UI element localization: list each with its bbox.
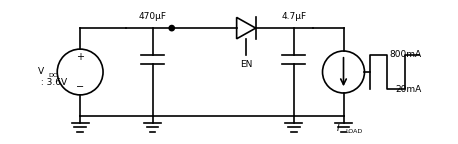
Text: 20mA: 20mA (396, 85, 422, 94)
Text: −: − (76, 82, 84, 92)
Circle shape (169, 25, 174, 31)
Text: 800mA: 800mA (390, 50, 422, 59)
Text: : 3.6V: : 3.6V (38, 78, 67, 87)
Text: +: + (76, 52, 84, 62)
Text: DC: DC (49, 73, 58, 78)
Text: 4.7μF: 4.7μF (281, 12, 306, 21)
Text: EN: EN (240, 60, 252, 69)
Text: I: I (337, 124, 340, 133)
Text: 470μF: 470μF (139, 12, 167, 21)
Text: LOAD: LOAD (345, 129, 363, 134)
Text: V: V (38, 68, 44, 76)
